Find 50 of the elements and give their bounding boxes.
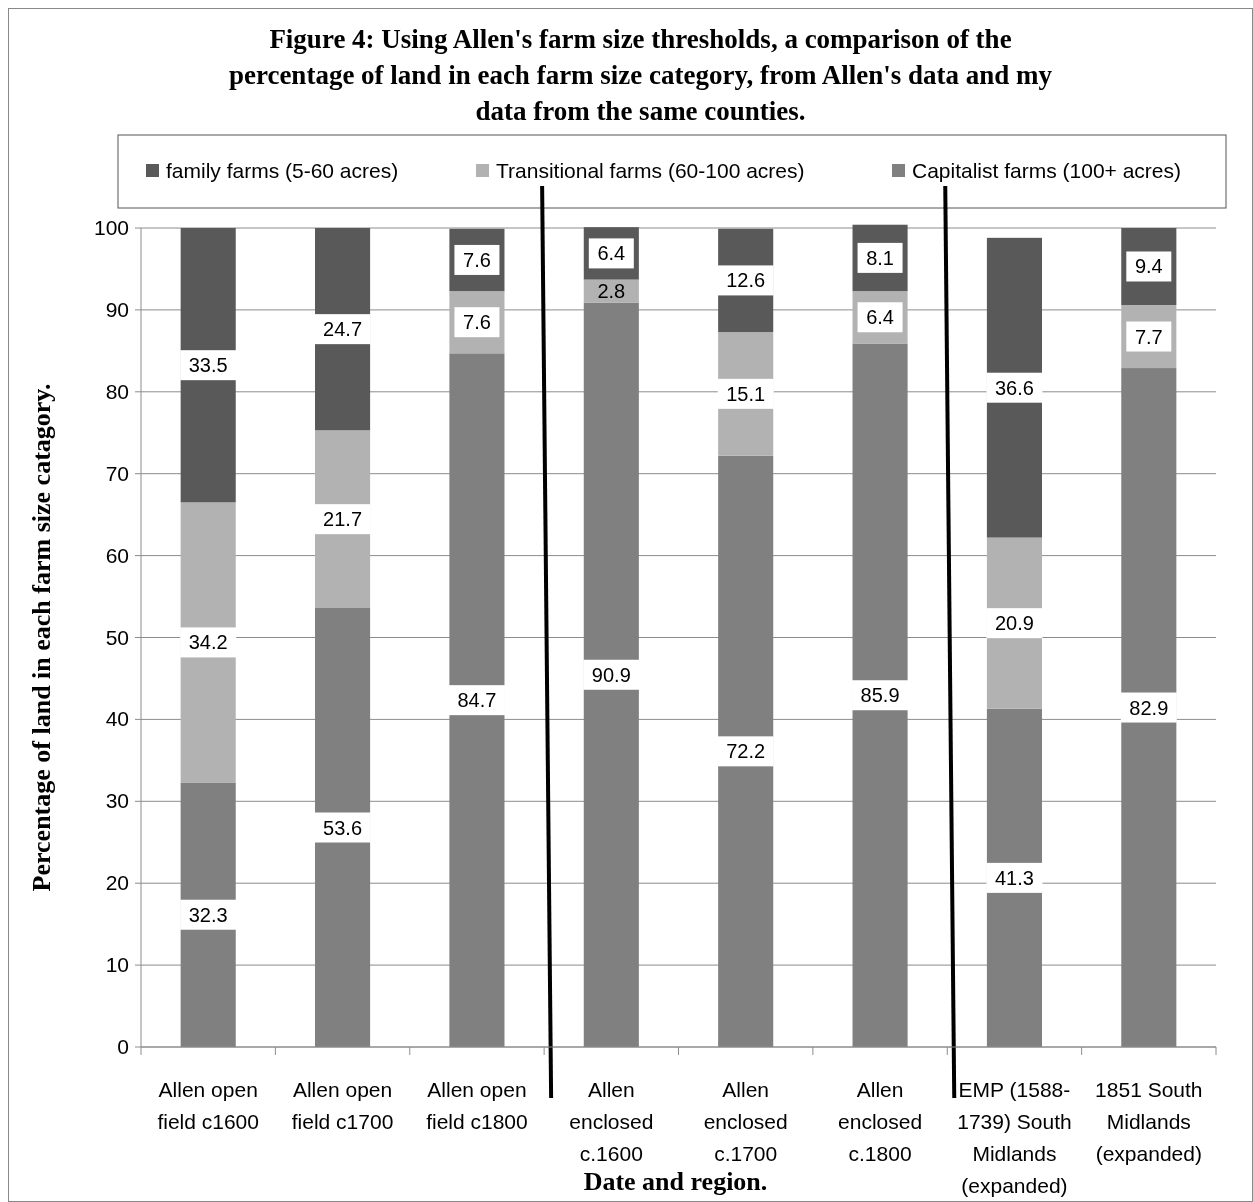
x-tick-label: 1851 South Midlands (expanded) — [1095, 1078, 1203, 1165]
data-label: 15.1 — [726, 382, 766, 405]
data-label: 90.9 — [591, 663, 631, 686]
x-tick-label: Allen open field c1800 — [426, 1078, 528, 1133]
y-tick-label: 60 — [105, 543, 129, 567]
y-tick-label: 40 — [105, 707, 129, 731]
x-tick-label: Allen enclosed c.1800 — [838, 1078, 923, 1165]
legend-label: Capitalist farms (100+ acres) — [912, 159, 1182, 182]
data-label: 2.8 — [597, 280, 626, 303]
x-tick-label: EMP (1588- 1739) South Midlands (expanded) — [957, 1078, 1072, 1197]
data-label: 41.3 — [994, 866, 1034, 889]
data-label: 72.2 — [726, 740, 766, 763]
data-label: 34.2 — [188, 631, 228, 654]
data-label: 21.7 — [323, 508, 363, 531]
y-tick-label: 80 — [105, 379, 129, 403]
data-label: 6.4 — [597, 242, 626, 265]
data-label: 53.6 — [323, 816, 363, 839]
data-label: 7.7 — [1134, 325, 1163, 348]
data-label: 20.9 — [994, 612, 1034, 635]
y-tick-label: 90 — [105, 297, 129, 321]
x-tick-label: Allen open field c1600 — [157, 1078, 259, 1133]
x-tick-label: Allen enclosed c.1600 — [569, 1078, 654, 1165]
y-tick-label: 30 — [105, 789, 129, 813]
legend-label: Transitional farms (60-100 acres) — [496, 159, 805, 182]
x-tick-label: Allen enclosed c.1700 — [703, 1078, 788, 1165]
data-label: 36.6 — [994, 376, 1034, 399]
data-label: 24.7 — [323, 318, 363, 341]
y-tick-label: 10 — [105, 953, 129, 977]
data-label: 12.6 — [726, 269, 766, 292]
data-label: 82.9 — [1129, 696, 1169, 719]
data-label: 33.5 — [188, 354, 228, 377]
legend-label: family farms (5-60 acres) — [166, 159, 399, 182]
data-label: 85.9 — [860, 684, 900, 707]
data-label: 7.6 — [463, 311, 491, 334]
y-axis-title: Percentage of land in each farm size catagory. — [27, 383, 56, 892]
data-label: 32.3 — [188, 903, 228, 926]
data-label: 9.4 — [1134, 255, 1163, 278]
data-label: 6.4 — [866, 306, 894, 329]
y-tick-label: 50 — [105, 625, 129, 649]
data-label: 84.7 — [457, 689, 497, 712]
bar — [986, 237, 1042, 538]
data-label: 7.6 — [463, 248, 491, 271]
y-tick-label: 100 — [93, 216, 129, 239]
chart-title: Figure 4: Using Allen's farm size thresholds, a comparison of the percentage of land in each farm size category, from Allen's data and my data from the same counties. — [228, 24, 1053, 126]
y-tick-label: 70 — [105, 461, 129, 485]
data-label: 8.1 — [866, 246, 894, 269]
y-tick-label: 20 — [105, 871, 129, 895]
x-axis-title: Date and region. — [583, 1167, 768, 1196]
x-tick-label: Allen open field c1700 — [291, 1078, 394, 1133]
y-tick-label: 0 — [117, 1035, 129, 1058]
